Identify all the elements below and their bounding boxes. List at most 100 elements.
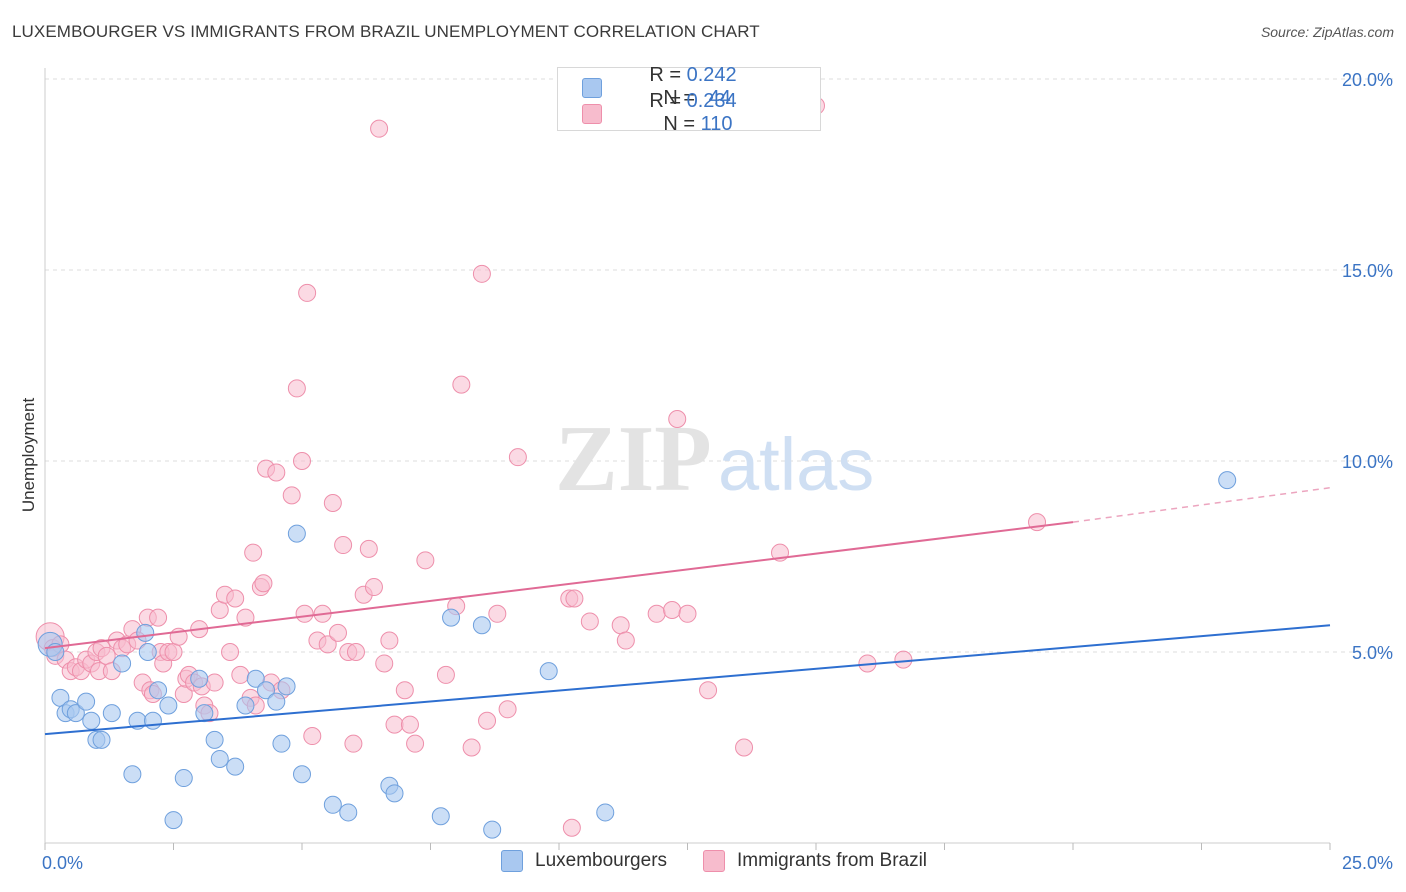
point-brazil bbox=[344, 734, 363, 753]
trendline-brazil-extrapolated bbox=[1072, 486, 1331, 523]
point-luxembourger bbox=[164, 811, 183, 830]
point-brazil bbox=[221, 643, 240, 661]
y-tick-label: 15.0% bbox=[1342, 261, 1393, 281]
legend-swatch-blue bbox=[501, 850, 523, 872]
point-brazil bbox=[565, 589, 584, 608]
point-brazil bbox=[254, 574, 273, 593]
legend-r-label: R = bbox=[649, 90, 687, 112]
point-brazil bbox=[436, 665, 455, 684]
correlation-legend: R = 0.242 N = 44 R = 0.234 N = 110 bbox=[557, 64, 821, 135]
point-luxembourger bbox=[272, 734, 291, 753]
point-brazil bbox=[478, 711, 497, 730]
point-brazil bbox=[282, 486, 301, 505]
point-brazil bbox=[287, 379, 306, 398]
point-luxembourger bbox=[195, 704, 214, 723]
point-brazil bbox=[97, 646, 116, 665]
legend-swatch-pink bbox=[703, 850, 725, 872]
point-luxembourger bbox=[77, 692, 96, 711]
point-brazil bbox=[334, 536, 353, 555]
axis-layer: 5.0% 10.0% 15.0% 20.0% 0.0% 25.0% bbox=[42, 68, 1393, 873]
point-brazil bbox=[472, 264, 491, 283]
point-luxembourger bbox=[138, 643, 157, 661]
point-luxembourger bbox=[92, 730, 111, 749]
point-brazil bbox=[298, 283, 317, 302]
point-luxembourger bbox=[293, 765, 311, 784]
point-brazil bbox=[231, 665, 250, 684]
trendline-luxembourgers bbox=[44, 624, 1331, 736]
y-tick-label: 10.0% bbox=[1342, 452, 1393, 472]
legend-n-label: N = bbox=[663, 87, 701, 109]
point-luxembourger bbox=[149, 681, 168, 700]
point-luxembourger bbox=[483, 820, 502, 839]
point-brazil bbox=[647, 604, 666, 623]
point-brazil bbox=[488, 604, 507, 623]
point-luxembourger bbox=[472, 616, 491, 635]
point-luxembourger bbox=[431, 807, 450, 826]
point-luxembourger bbox=[226, 757, 245, 776]
point-brazil bbox=[164, 643, 183, 661]
point-luxembourger bbox=[287, 524, 306, 543]
chart-title: LUXEMBOURGER VS IMMIGRANTS FROM BRAZIL U… bbox=[12, 22, 760, 41]
y-tick-label: 5.0% bbox=[1352, 643, 1393, 663]
legend-r-value: 0.234 bbox=[686, 90, 737, 112]
point-brazil bbox=[205, 673, 224, 692]
point-brazil bbox=[328, 623, 347, 642]
point-brazil bbox=[611, 616, 630, 635]
legend-row-brazil: R = 0.234 N = 110 bbox=[582, 90, 737, 135]
point-brazil bbox=[508, 448, 527, 467]
point-luxembourger bbox=[66, 704, 85, 723]
point-brazil bbox=[406, 734, 425, 753]
point-luxembourger bbox=[136, 623, 155, 642]
point-brazil bbox=[359, 539, 378, 558]
watermark-zip: ZIP bbox=[555, 407, 712, 511]
legend-n-label: N = bbox=[663, 113, 701, 135]
point-brazil bbox=[380, 631, 399, 650]
point-brazil bbox=[303, 727, 322, 746]
point-brazil bbox=[400, 715, 419, 734]
legend-swatch-pink bbox=[582, 104, 602, 124]
source-label: Source: ZipAtlas.com bbox=[1260, 24, 1394, 40]
legend-item-luxembourgers[interactable]: Luxembourgers bbox=[501, 850, 667, 872]
point-luxembourger bbox=[246, 669, 265, 688]
legend-r-value: 0.242 bbox=[686, 64, 737, 86]
point-luxembourger bbox=[267, 692, 286, 711]
points-immigrants-from-brazil bbox=[35, 96, 1047, 837]
point-brazil bbox=[267, 463, 286, 482]
point-brazil bbox=[364, 578, 383, 597]
point-brazil bbox=[375, 654, 394, 673]
point-luxembourger bbox=[143, 711, 162, 730]
point-brazil bbox=[894, 650, 913, 669]
point-luxembourger bbox=[539, 662, 558, 681]
point-brazil bbox=[244, 543, 263, 562]
point-brazil bbox=[236, 608, 255, 627]
watermark: ZIP atlas bbox=[555, 407, 874, 511]
point-luxembourger bbox=[257, 681, 276, 700]
legend-label: Immigrants from Brazil bbox=[737, 850, 928, 871]
point-brazil bbox=[668, 409, 687, 428]
point-luxembourger bbox=[339, 803, 358, 822]
point-brazil bbox=[226, 589, 245, 608]
point-luxembourger bbox=[123, 765, 142, 784]
series-legend: Luxembourgers Immigrants from Brazil bbox=[0, 850, 1406, 878]
point-brazil bbox=[462, 738, 481, 757]
watermark-atlas: atlas bbox=[718, 423, 874, 506]
point-luxembourger bbox=[1218, 471, 1237, 490]
legend-swatch-blue bbox=[582, 78, 602, 98]
point-brazil bbox=[346, 643, 365, 661]
point-brazil bbox=[735, 738, 754, 757]
points-luxembourgers bbox=[37, 471, 1237, 839]
point-brazil bbox=[323, 494, 342, 513]
point-luxembourger bbox=[210, 749, 229, 768]
point-luxembourger bbox=[113, 654, 132, 673]
point-luxembourger bbox=[385, 784, 404, 803]
point-luxembourger bbox=[102, 704, 121, 723]
point-brazil bbox=[678, 604, 697, 623]
point-brazil bbox=[385, 715, 404, 734]
legend-label: Luxembourgers bbox=[535, 850, 668, 871]
legend-n-value: 44 bbox=[708, 87, 731, 109]
point-luxembourger bbox=[442, 608, 461, 627]
y-axis-label: Unemployment bbox=[19, 398, 38, 513]
point-brazil bbox=[452, 375, 471, 394]
legend-item-brazil[interactable]: Immigrants from Brazil bbox=[703, 850, 927, 872]
point-brazil bbox=[293, 452, 311, 470]
